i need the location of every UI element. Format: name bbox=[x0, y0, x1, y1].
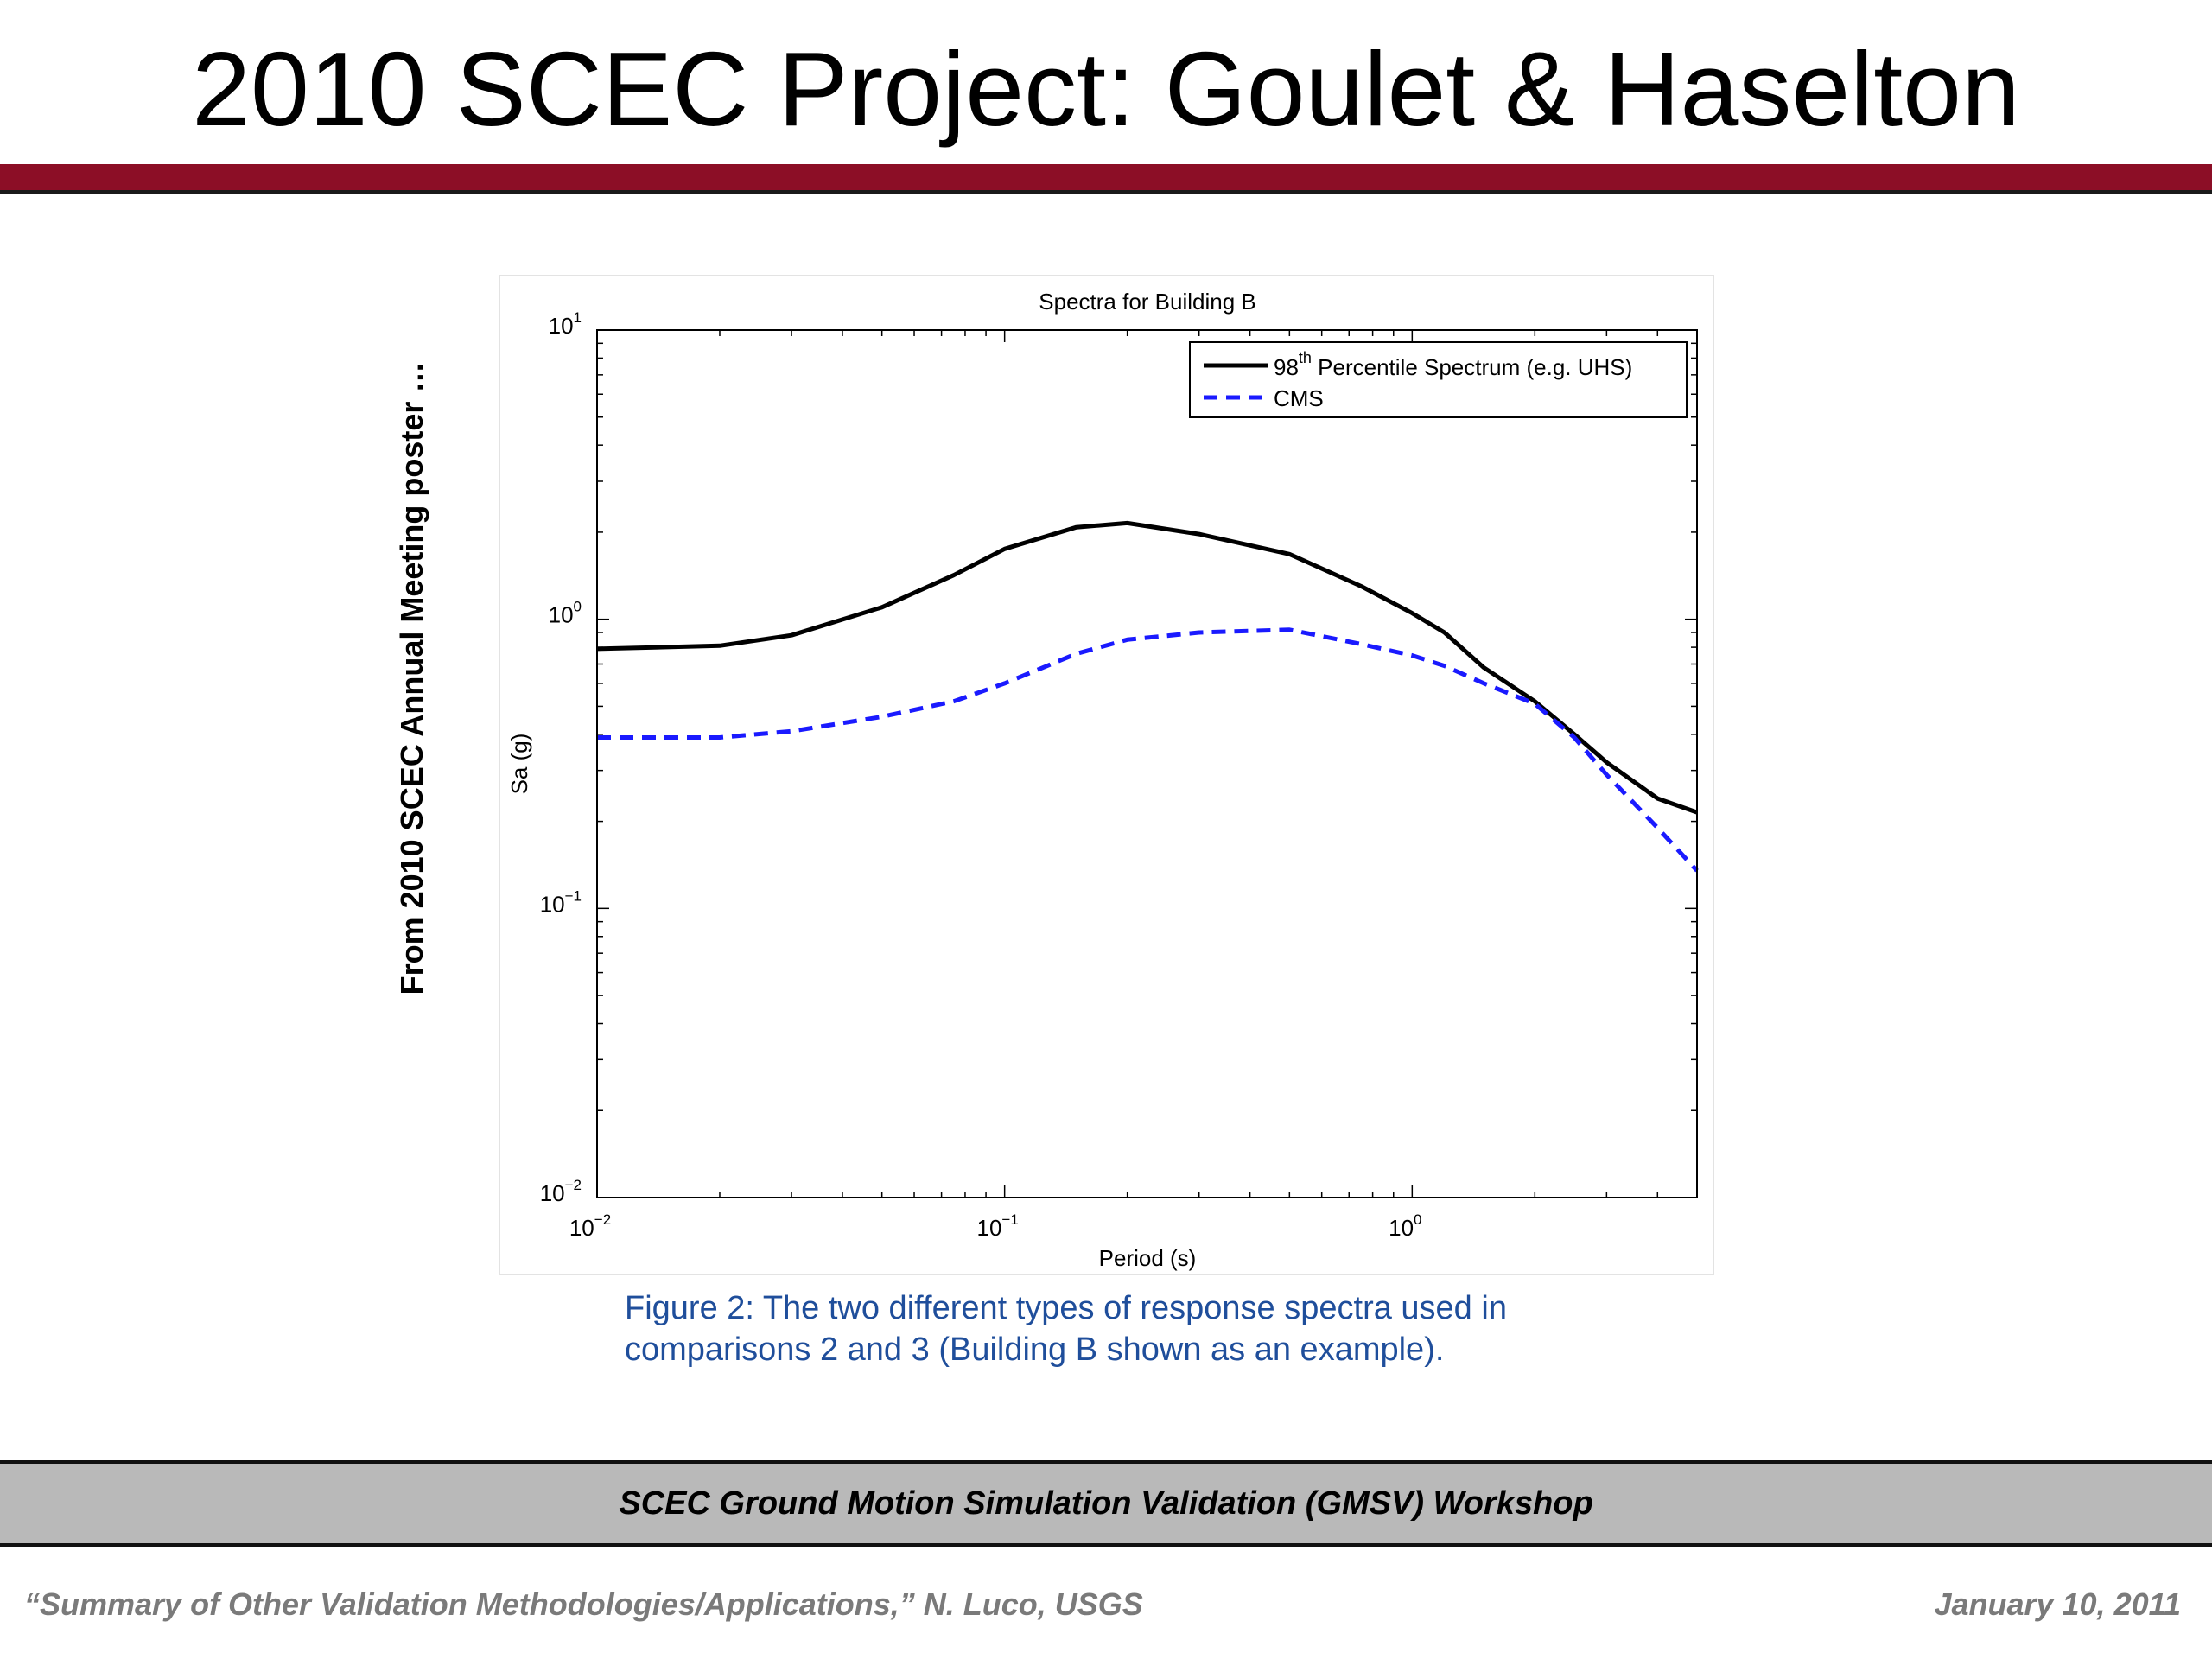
legend-label-cms: CMS bbox=[1274, 385, 1324, 411]
chart-title: Spectra for Building B bbox=[1039, 289, 1255, 315]
y-tick-label: 101 bbox=[549, 309, 582, 339]
legend-box bbox=[1189, 341, 1688, 418]
side-note: From 2010 SCEC Annual Meeting poster … bbox=[394, 361, 429, 995]
figure-caption: Figure 2: The two different types of res… bbox=[625, 1287, 1748, 1370]
x-tick-label: 10−2 bbox=[569, 1211, 611, 1241]
chart-figure: Spectra for Building B 10−2 10−1 100 10−2 1… bbox=[499, 275, 1714, 1275]
plot-layer bbox=[596, 520, 1699, 873]
slide-title: 2010 SCEC Project: Goulet & Haselton bbox=[192, 30, 2020, 148]
legend-label-uhs-suffix: Percentile Spectrum (e.g. UHS) bbox=[1312, 354, 1632, 380]
y-ticks: 10−2 10−1 100 101 bbox=[540, 309, 1697, 1206]
footer-bar-text: SCEC Ground Motion Simulation Validation… bbox=[619, 1484, 1593, 1522]
x-axis-label: Period (s) bbox=[1099, 1245, 1197, 1271]
y-axis-label: Sa (g) bbox=[506, 734, 532, 795]
series-line-cms bbox=[597, 627, 1699, 873]
x-tick-label: 10−1 bbox=[977, 1211, 1019, 1241]
footer-bar: SCEC Ground Motion Simulation Validation… bbox=[0, 1460, 2212, 1547]
y-tick-label: 100 bbox=[549, 599, 582, 628]
chart-svg: Spectra for Building B 10−2 10−1 100 10−21… bbox=[506, 289, 1699, 1271]
footer-citation: “Summary of Other Validation Methodologi… bbox=[24, 1586, 1143, 1622]
x-ticks: 10−2 10−1 100 bbox=[569, 330, 1698, 1241]
legend-label-uhs: 98th Percentile Spectrum (e.g. UHS) bbox=[1274, 349, 1632, 380]
footer-date: January 10, 2011 bbox=[1934, 1586, 2181, 1622]
series-line-uhs bbox=[596, 520, 1698, 815]
x-tick-label: 100 bbox=[1389, 1211, 1421, 1241]
chart-legend: 98th Percentile Spectrum (e.g. UHS) CMS bbox=[1189, 341, 1688, 418]
legend-label-uhs-prefix: 98 bbox=[1274, 354, 1299, 380]
title-rule bbox=[0, 164, 2212, 194]
y-tick-label: 10−2 bbox=[540, 1177, 582, 1206]
plot-frame bbox=[596, 329, 1698, 1198]
caption-line-2: comparisons 2 and 3 (Building B shown as… bbox=[625, 1332, 1445, 1368]
caption-line-1: Figure 2: The two different types of res… bbox=[625, 1290, 1507, 1326]
legend-label-uhs-sup: th bbox=[1299, 349, 1312, 366]
y-tick-label: 10−1 bbox=[540, 887, 582, 917]
